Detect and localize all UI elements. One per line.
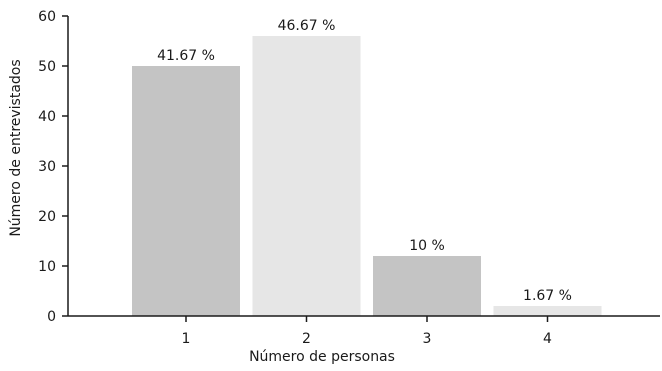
y-tick-label: 50	[38, 59, 56, 75]
x-axis-title: Número de personas	[249, 349, 395, 365]
bar-1	[132, 66, 240, 316]
data-labels: 41.67 % 46.67 % 10 % 1.67 %	[157, 18, 572, 304]
x-tick-label: 4	[543, 331, 552, 347]
bar-3	[373, 256, 481, 316]
y-tick-label: 30	[38, 159, 56, 175]
y-axis-title: Número de entrevistados	[8, 59, 24, 236]
y-axis-ticks: 0 10 20 30 40 50 60	[38, 9, 68, 325]
x-axis-ticks: 1 2 3 4	[182, 316, 552, 347]
data-label-4: 1.67 %	[523, 288, 572, 304]
y-tick-label: 40	[38, 109, 56, 125]
x-tick-label: 1	[182, 331, 191, 347]
bar-4	[493, 306, 602, 316]
y-tick-label: 10	[38, 259, 56, 275]
bar-2	[252, 36, 361, 316]
data-label-3: 10 %	[409, 238, 445, 254]
data-label-2: 46.67 %	[278, 18, 336, 34]
y-tick-label: 20	[38, 209, 56, 225]
data-label-1: 41.67 %	[157, 48, 215, 64]
x-tick-label: 3	[423, 331, 432, 347]
x-tick-label: 2	[302, 331, 311, 347]
bars	[132, 36, 602, 316]
y-tick-label: 0	[47, 309, 56, 325]
y-tick-label: 60	[38, 9, 56, 25]
